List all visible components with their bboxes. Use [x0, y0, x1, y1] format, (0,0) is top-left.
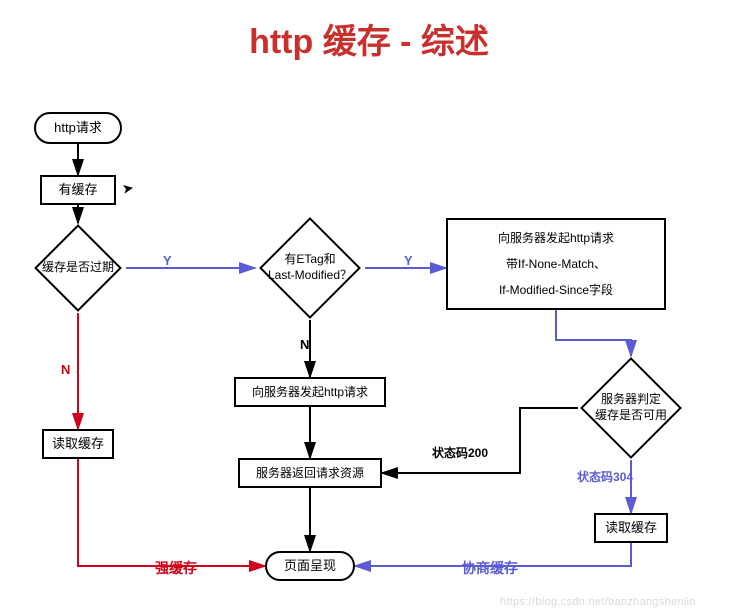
label-strong-cache: 强缓存 — [155, 558, 197, 578]
node-req-hdr: 向服务器发起http请求带If-None-Match、 If-Modified-S… — [446, 218, 666, 310]
label-status-200: 状态码200 — [432, 444, 488, 461]
label-n2: N — [300, 337, 309, 352]
edge-arrow — [556, 310, 631, 356]
edge-arrow — [382, 408, 578, 473]
node-req-hdr-line: 向服务器发起http请求 — [498, 230, 614, 246]
node-page-render: 页面呈现 — [265, 551, 355, 581]
diamond-label: 缓存是否过期 — [12, 243, 144, 293]
label-negotiate-cache: 协商缓存 — [462, 558, 518, 578]
edge-arrow — [78, 459, 265, 566]
cursor-icon: ➤ — [121, 179, 136, 198]
node-server-check: 服务器判定缓存是否可用 — [566, 383, 696, 433]
label-y2: Y — [404, 253, 413, 268]
node-cache-expired: 缓存是否过期 — [12, 243, 144, 293]
node-start: http请求 — [34, 112, 122, 144]
label-y1: Y — [163, 253, 172, 268]
label-n1: N — [61, 362, 70, 377]
node-server-ret: 服务器返回请求资源 — [238, 458, 382, 488]
node-etag-lm: 有ETag和Last-Modified？ — [244, 243, 376, 293]
label-status-304: 状态码304 — [577, 468, 633, 485]
node-req-hdr-line: 带If-None-Match、 — [506, 256, 606, 272]
node-req-no-hdr: 向服务器发起http请求 — [234, 377, 386, 407]
page-title: http 缓存 - 综述 — [170, 14, 568, 63]
diamond-label: 有ETag和Last-Modified？ — [244, 243, 376, 293]
watermark: https://blog.csdn.net/banzhangshenlin — [500, 596, 696, 608]
node-read-cache-1: 读取缓存 — [42, 429, 114, 459]
node-read-cache-2: 读取缓存 — [594, 513, 668, 543]
diamond-label: 服务器判定缓存是否可用 — [566, 383, 696, 433]
node-has-cache: 有缓存 — [40, 175, 116, 205]
node-req-hdr-line: If-Modified-Since字段 — [499, 282, 613, 298]
